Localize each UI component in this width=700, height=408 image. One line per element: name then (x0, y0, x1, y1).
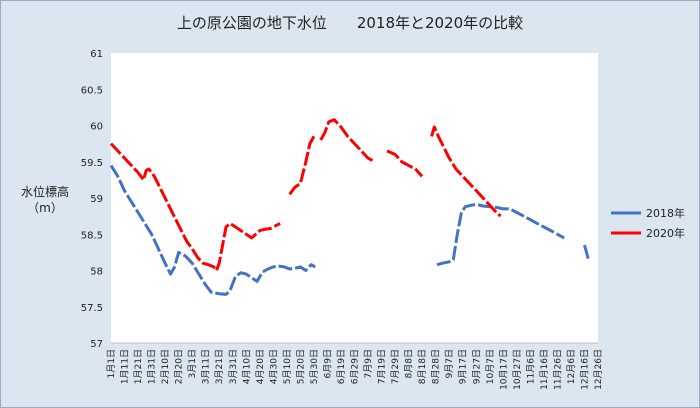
x-tick-label: 12月6日 (566, 349, 577, 384)
x-tick-label: 8月8日 (404, 349, 415, 378)
y-tick-label: 57.5 (81, 303, 103, 314)
y-tick-label: 59 (90, 194, 103, 205)
series-line-2020-segment (430, 125, 502, 218)
series-line-2018-segment (436, 203, 565, 267)
x-tick-label: 3月21日 (214, 349, 225, 384)
y-tick-label: 61 (90, 49, 103, 60)
x-tick-label: 7月29日 (390, 349, 401, 384)
legend-label: 2018年 (646, 206, 685, 220)
x-tick-label: 8月28日 (431, 349, 442, 384)
x-tick-label: 5月30日 (309, 349, 320, 384)
x-tick-label: 12月26日 (593, 349, 604, 390)
series-line-2020-segment (386, 149, 424, 178)
series-line-2018-segment (583, 244, 590, 260)
x-tick-label: 10月7日 (485, 349, 496, 384)
legend: 2018年 2020年 (611, 206, 685, 240)
series-lines (109, 118, 590, 296)
y-tick-label: 60.5 (81, 85, 103, 96)
y-tick-label: 57 (90, 339, 103, 350)
series-line-2018 (109, 164, 317, 296)
y-tick-label: 59.5 (81, 158, 103, 169)
y-axis-label-line1: 水位標高 (21, 184, 69, 199)
x-tick-label: 6月19日 (336, 349, 347, 384)
x-tick-label: 6月29日 (350, 349, 361, 384)
chart-title: 上の原公園の地下水位 2018年と2020年の比較 (177, 14, 523, 32)
x-tick-label: 2月10日 (160, 349, 171, 384)
x-tick-label: 7月9日 (363, 349, 374, 378)
y-tick-label: 58.5 (81, 230, 103, 241)
x-tick-label: 4月20日 (255, 349, 266, 384)
y-tick-label: 58 (90, 267, 103, 278)
x-tick-label: 1月1日 (106, 349, 117, 378)
x-tick-label: 5月20日 (295, 349, 306, 384)
x-tick-label: 3月31日 (228, 349, 239, 384)
x-tick-label: 4月30日 (268, 349, 279, 384)
x-tick-label: 12月16日 (579, 349, 590, 390)
x-tick-label: 11月16日 (539, 349, 550, 390)
x-axis: 1月1日 1月11日 1月21日 1月31日 2月10日 2月20日 3月1日 3月11日 3月… (106, 342, 604, 390)
x-tick-label: 9月27日 (471, 349, 482, 384)
x-tick-label: 6月9日 (322, 349, 333, 378)
x-tick-label: 11月26日 (552, 349, 563, 390)
x-tick-label: 9月17日 (458, 349, 469, 384)
x-tick-label: 9月7日 (444, 349, 455, 378)
x-tick-label: 4月10日 (241, 349, 252, 384)
x-tick-label: 10月27日 (512, 349, 523, 390)
x-tick-label: 3月11日 (201, 349, 212, 384)
x-tick-label: 1月31日 (147, 349, 158, 384)
y-tick-label: 60 (90, 122, 103, 133)
legend-label: 2020年 (646, 226, 685, 240)
x-tick-label: 3月1日 (187, 349, 198, 378)
x-tick-label: 11月6日 (525, 349, 536, 384)
x-tick-label: 7月19日 (377, 349, 388, 384)
y-axis: 57 57.5 58 58.5 59 59.5 60 60.5 61 (81, 49, 103, 350)
x-tick-label: 5月10日 (282, 349, 293, 384)
series-line-2020-segment (319, 118, 376, 164)
x-tick-label: 10月17日 (498, 349, 509, 390)
x-tick-label: 2月20日 (174, 349, 185, 384)
series-line-2020 (109, 142, 281, 272)
x-tick-label: 1月11日 (120, 349, 131, 384)
x-tick-label: 8月18日 (417, 349, 428, 384)
series-line-2020-segment (288, 135, 316, 196)
x-tick-label: 1月21日 (133, 349, 144, 384)
y-axis-label-line2: （m） (27, 201, 63, 215)
plot-area (111, 53, 598, 343)
